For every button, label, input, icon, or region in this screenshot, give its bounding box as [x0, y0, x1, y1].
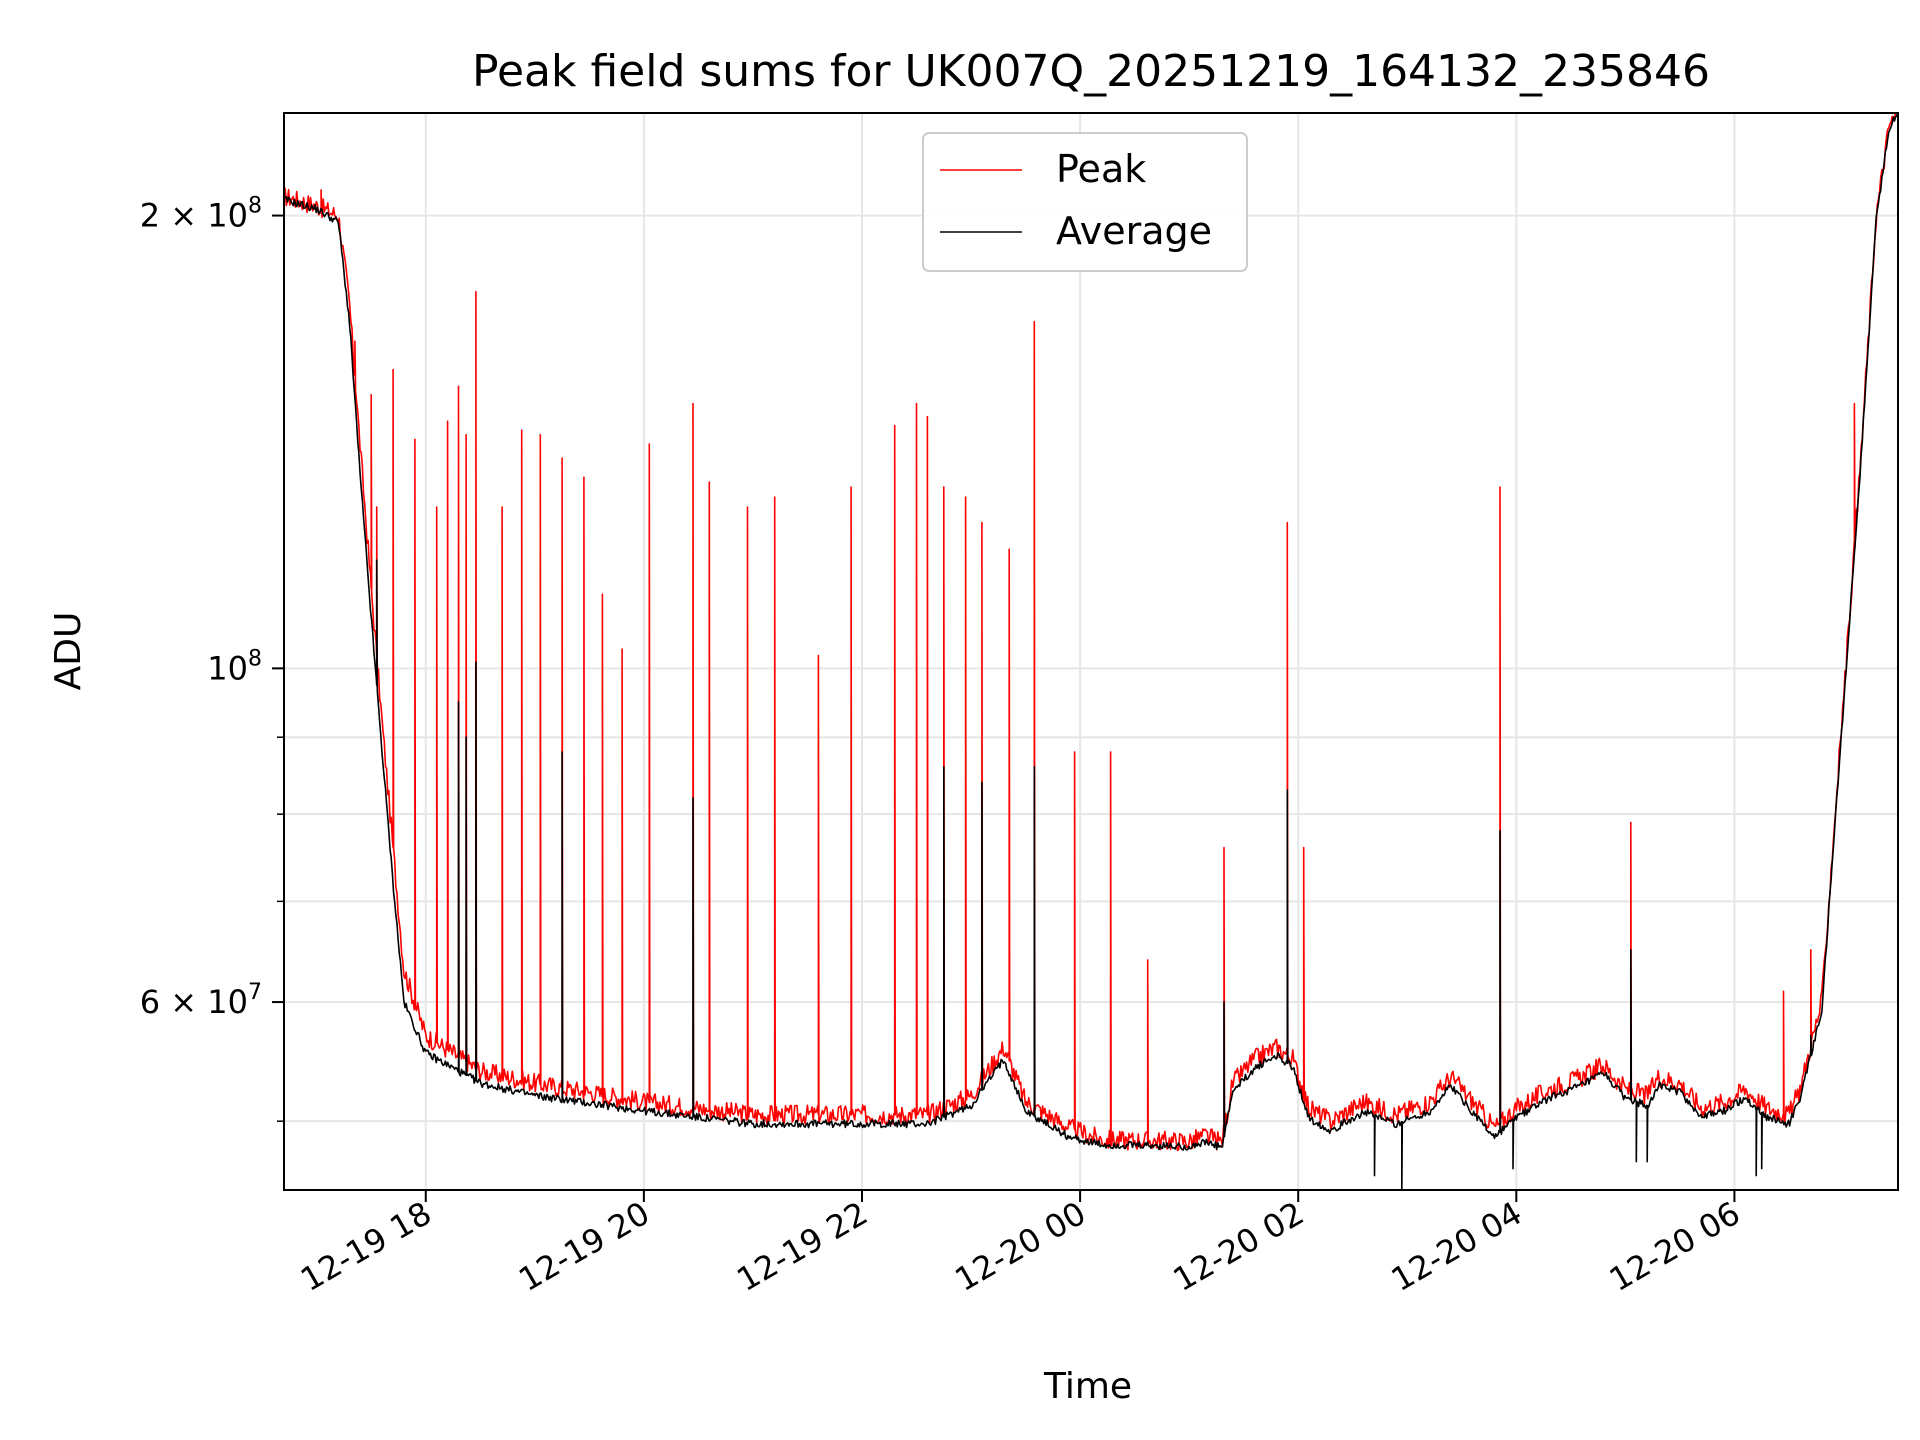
- y-tick-label: 108: [207, 646, 262, 687]
- legend-average-label: Average: [1056, 209, 1212, 253]
- x-axis-label: Time: [1043, 1366, 1132, 1407]
- legend: Peak Average: [922, 132, 1248, 272]
- peak-series-line: [284, 113, 1898, 1152]
- y-axis-ticks: 2 × 108 108 6 × 107: [140, 194, 284, 1122]
- grid: [284, 113, 1898, 1190]
- plot-area-background: [284, 113, 1898, 1190]
- y-axis-label: ADU: [48, 612, 89, 691]
- plot-frame: [283, 112, 1899, 1191]
- legend-box: [922, 132, 1248, 272]
- y-tick-label: 2 × 108: [140, 194, 262, 235]
- chart-title: Peak field sums for UK007Q_20251219_1641…: [472, 46, 1710, 97]
- legend-peak-label: Peak: [1056, 147, 1146, 191]
- average-series-line: [284, 113, 1898, 1190]
- y-tick-label: 6 × 107: [140, 980, 262, 1021]
